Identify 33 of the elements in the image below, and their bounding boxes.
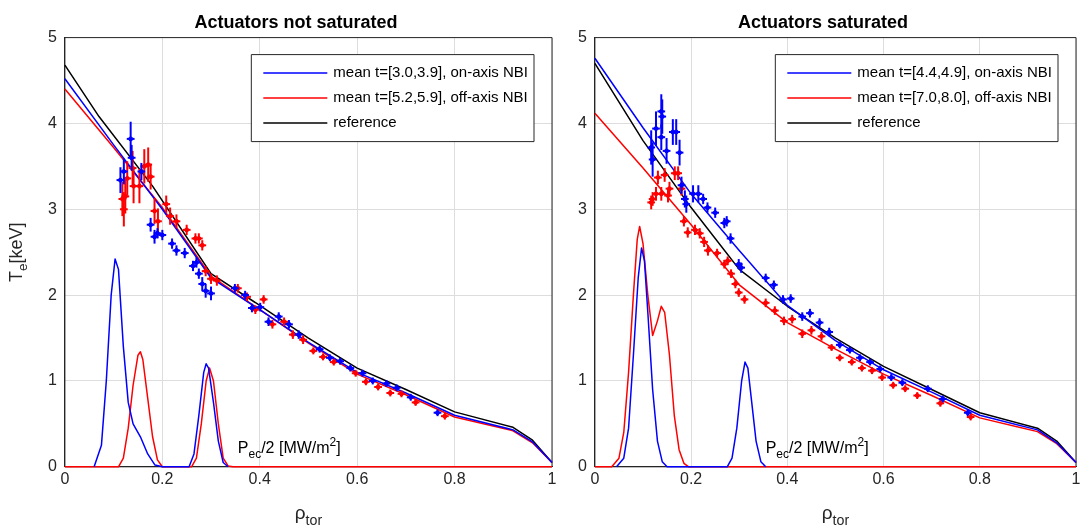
y-tick-label: 2 <box>47 285 57 303</box>
x-tick-label: 0.4 <box>248 469 271 487</box>
chart-title: Actuators not saturated <box>194 11 398 32</box>
legend-label: reference <box>333 113 397 131</box>
y-tick-label: 3 <box>577 199 587 217</box>
legend-label: mean t=[4.4,4.9], on-axis NBI <box>857 63 1052 81</box>
y-tick-label: 0 <box>47 457 57 475</box>
y-tick-label: 5 <box>47 28 57 46</box>
legend-label: mean t=[3.0,3.9], on-axis NBI <box>333 63 528 81</box>
x-tick-label: 0.8 <box>443 469 466 487</box>
legend-label: mean t=[5.2,5.9], off-axis NBI <box>333 88 528 106</box>
y-tick-label: 5 <box>577 28 587 46</box>
x-tick-label: 0 <box>590 469 600 487</box>
x-tick-label: 0.8 <box>968 469 991 487</box>
x-tick-label: 0.2 <box>679 469 703 487</box>
y-tick-label: 3 <box>47 199 57 217</box>
y-tick-label: 4 <box>577 113 587 131</box>
legend-label: reference <box>857 113 921 131</box>
x-tick-label: 0.2 <box>151 469 174 487</box>
x-tick-label: 1 <box>547 469 557 487</box>
x-tick-label: 0.6 <box>346 469 369 487</box>
chart-title: Actuators saturated <box>737 11 909 32</box>
x-tick-label: 0.4 <box>776 469 799 487</box>
y-axis-title: Te[keV] <box>6 222 31 282</box>
legend-label: mean t=[7.0,8.0], off-axis NBI <box>857 88 1052 106</box>
x-tick-label: 0 <box>60 469 70 487</box>
y-tick-label: 4 <box>47 113 57 131</box>
x-tick-label: 1 <box>1071 469 1081 487</box>
y-tick-label: 1 <box>577 371 587 389</box>
x-tick-label: 0.6 <box>872 469 895 487</box>
y-tick-label: 0 <box>577 457 587 475</box>
y-tick-label: 1 <box>47 371 57 389</box>
y-tick-label: 2 <box>577 285 587 303</box>
